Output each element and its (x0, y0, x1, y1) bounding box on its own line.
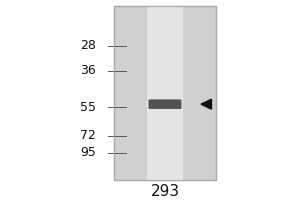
Bar (114, 6, 216, 180)
Text: 293: 293 (150, 184, 180, 199)
Text: 55: 55 (80, 101, 96, 114)
Text: 95: 95 (80, 146, 96, 159)
Bar (147, 6, 183, 180)
Polygon shape (201, 99, 211, 109)
Text: 28: 28 (80, 39, 96, 52)
FancyBboxPatch shape (148, 99, 182, 109)
Text: 72: 72 (80, 129, 96, 142)
Text: 36: 36 (80, 64, 96, 77)
